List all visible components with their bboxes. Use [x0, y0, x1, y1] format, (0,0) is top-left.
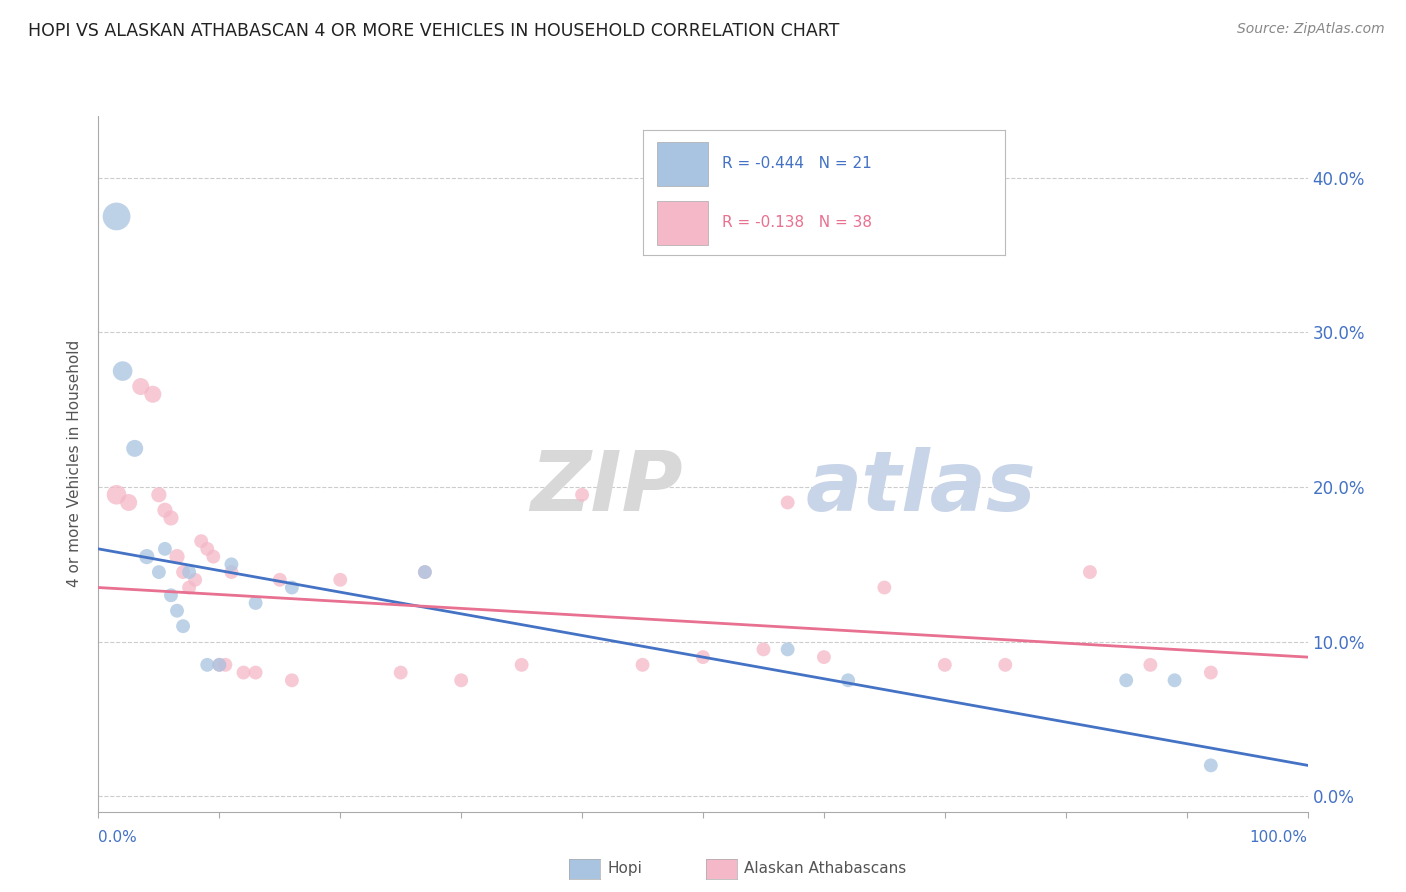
Point [281, 673, 304, 688]
Point [269, 573, 291, 587]
Point [245, 665, 267, 680]
Text: HOPI VS ALASKAN ATHABASCAN 4 OR MORE VEHICLES IN HOUSEHOLD CORRELATION CHART: HOPI VS ALASKAN ATHABASCAN 4 OR MORE VEH… [28, 22, 839, 40]
Point [413, 565, 436, 579]
Point [934, 657, 956, 672]
Point [135, 549, 157, 564]
Point [208, 657, 231, 672]
Point [202, 549, 225, 564]
Point [195, 657, 218, 672]
Point [153, 541, 176, 556]
Point [232, 665, 254, 680]
Point [1199, 665, 1222, 680]
Point [1139, 657, 1161, 672]
Text: 100.0%: 100.0% [1250, 830, 1308, 846]
Point [190, 534, 212, 549]
Text: Source: ZipAtlas.com: Source: ZipAtlas.com [1237, 22, 1385, 37]
Point [873, 581, 896, 595]
Point [179, 565, 201, 579]
Point [172, 619, 194, 633]
Point [510, 657, 533, 672]
Point [184, 573, 207, 587]
Point [105, 210, 128, 224]
Point [752, 642, 775, 657]
Point [166, 549, 188, 564]
Point [208, 657, 231, 672]
Point [221, 558, 243, 572]
Point [118, 495, 141, 509]
Point [571, 488, 593, 502]
Text: atlas: atlas [806, 447, 1036, 527]
Point [166, 604, 188, 618]
Point [105, 488, 128, 502]
Point [631, 657, 654, 672]
Point [329, 573, 352, 587]
Point [692, 650, 714, 665]
Point [1163, 673, 1185, 688]
Point [160, 588, 183, 602]
Point [148, 488, 170, 502]
Point [214, 657, 236, 672]
Point [124, 442, 146, 456]
Point [179, 581, 201, 595]
Point [195, 541, 218, 556]
Point [111, 364, 134, 378]
Point [142, 387, 165, 401]
Point [1199, 758, 1222, 772]
Point [1078, 565, 1101, 579]
Point [1115, 673, 1137, 688]
Y-axis label: 4 or more Vehicles in Household: 4 or more Vehicles in Household [67, 340, 83, 588]
Point [153, 503, 176, 517]
Point [221, 565, 243, 579]
Point [148, 565, 170, 579]
Point [129, 379, 152, 393]
Point [776, 642, 799, 657]
Point [994, 657, 1017, 672]
Point [160, 511, 183, 525]
Text: 0.0%: 0.0% [98, 830, 138, 846]
Point [413, 565, 436, 579]
Text: Alaskan Athabascans: Alaskan Athabascans [744, 862, 905, 876]
Point [389, 665, 412, 680]
Point [450, 673, 472, 688]
Point [813, 650, 835, 665]
Point [776, 495, 799, 509]
Text: ZIP: ZIP [530, 447, 682, 527]
Point [281, 581, 304, 595]
Point [245, 596, 267, 610]
Point [837, 673, 859, 688]
Text: Hopi: Hopi [607, 862, 643, 876]
Point [172, 565, 194, 579]
